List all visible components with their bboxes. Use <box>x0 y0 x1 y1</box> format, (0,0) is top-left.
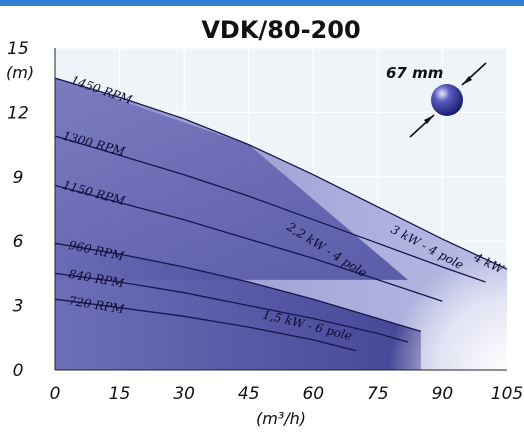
y-tick-label: 12 <box>7 103 29 123</box>
x-tick-label: 75 <box>367 384 389 404</box>
y-tick-label: 9 <box>13 168 24 188</box>
rpm-curve-2 <box>54 135 486 283</box>
x-tick-label: 30 <box>173 384 195 404</box>
x-tick-label: 105 <box>491 384 523 404</box>
rpm-curve-6 <box>54 298 357 352</box>
x-tick-label: 45 <box>238 384 260 404</box>
x-tick-label: 90 <box>432 384 454 404</box>
impeller-ball-icon <box>409 62 487 138</box>
rpm-curve-1 <box>54 77 508 270</box>
rpm-curve-5 <box>54 272 409 343</box>
x-tick-label: 60 <box>302 384 324 404</box>
axes: 0 3 6 9 12 15 0 15 30 45 60 75 90 105 <box>7 39 523 404</box>
rpm-curve-3 <box>54 184 443 302</box>
rpm-curve-4 <box>54 242 422 333</box>
y-tick-label: 0 <box>13 361 24 381</box>
x-axis-label: (m³/h) <box>256 409 306 428</box>
chart-title: VDK/80-200 <box>201 16 360 44</box>
header-accent-bar <box>0 0 524 6</box>
y-tick-label: 3 <box>13 297 24 317</box>
x-tick-label: 0 <box>50 384 61 404</box>
y-tick-label: 15 <box>7 39 29 59</box>
rpm-curves <box>54 77 508 352</box>
y-tick-label: 6 <box>13 232 24 252</box>
y-axis-label: (m) <box>6 63 34 82</box>
impeller-diameter-label: 67 mm <box>386 64 443 82</box>
x-tick-label: 15 <box>109 384 131 404</box>
